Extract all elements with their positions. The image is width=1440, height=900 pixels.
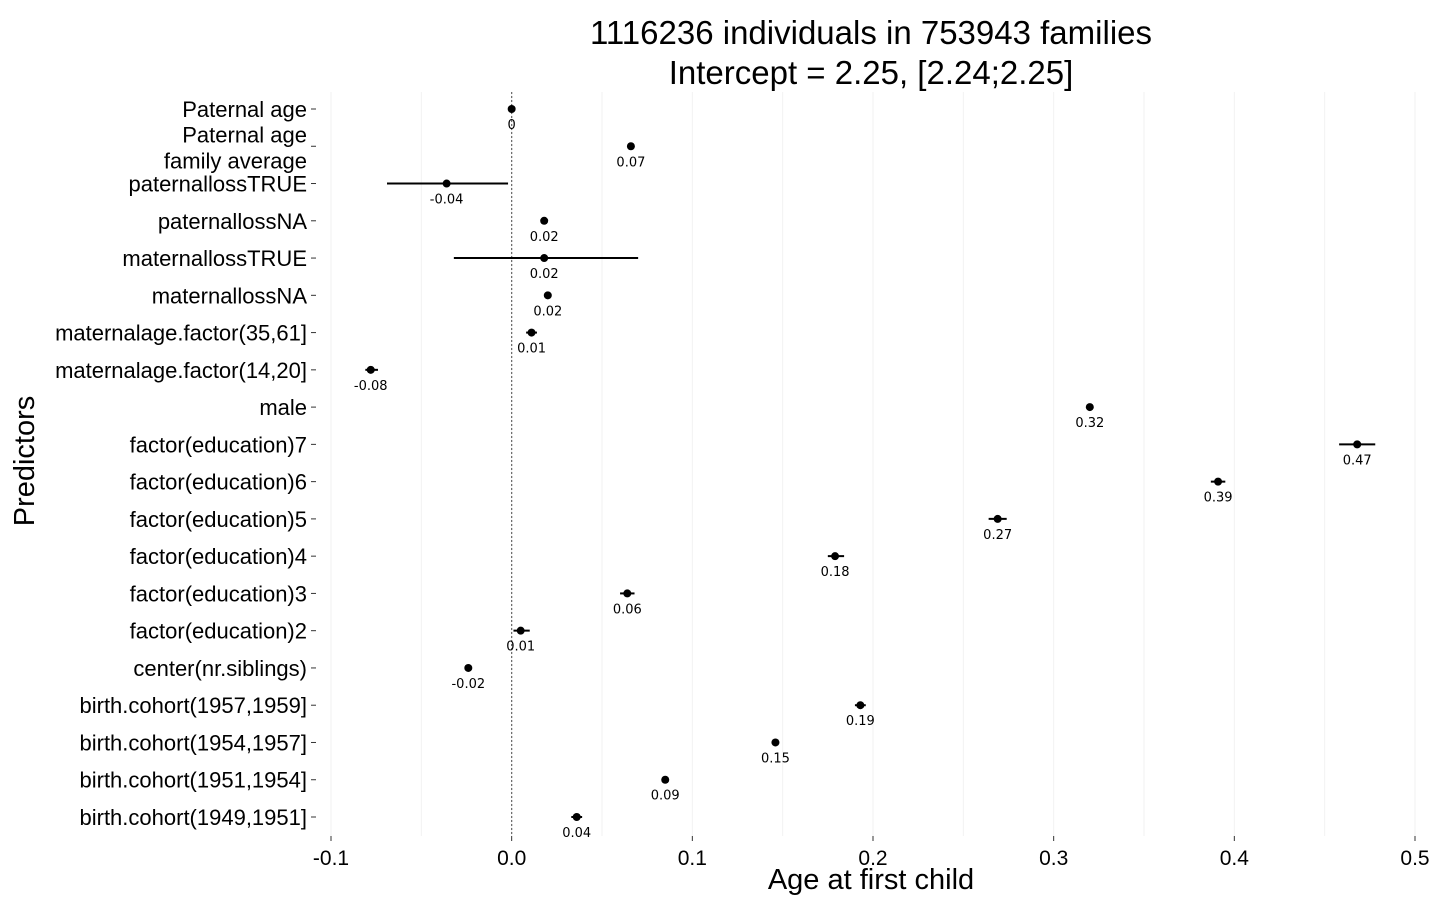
y-tick-label: factor(education)7 <box>130 432 307 457</box>
estimate-point: 0 <box>508 105 516 133</box>
estimate-point: -0.02 <box>451 663 485 692</box>
point-marker <box>572 813 581 821</box>
estimate-point: 0.02 <box>453 254 639 282</box>
point-marker <box>442 179 451 188</box>
point-marker <box>993 514 1002 523</box>
point-marker <box>507 105 516 113</box>
estimate-point: 0.27 <box>983 514 1012 543</box>
estimate-point: 0.39 <box>1204 477 1233 506</box>
y-tick-label: birth.cohort(1951,1954] <box>80 768 308 793</box>
x-axis-title: Age at first child <box>768 864 974 896</box>
y-tick-label: factor(education)3 <box>130 581 307 606</box>
point-marker <box>543 291 552 300</box>
data-label: 0.39 <box>1204 491 1233 506</box>
estimate-point: 0.01 <box>517 328 546 357</box>
data-label: 0.01 <box>506 640 535 655</box>
y-tick-label: factor(education)6 <box>130 470 307 495</box>
point-marker <box>527 328 536 337</box>
y-tick-label: Paternal age <box>182 97 307 122</box>
estimate-point: 0.19 <box>846 701 875 729</box>
point-marker <box>464 663 473 672</box>
data-label: -0.08 <box>354 379 388 394</box>
estimate-point: 0.04 <box>562 813 591 841</box>
estimate-point: 0.02 <box>530 216 559 245</box>
point-marker <box>856 701 865 710</box>
y-tick-label: maternallossTRUE <box>122 246 307 271</box>
data-label: 0.27 <box>983 528 1012 543</box>
point-marker <box>540 216 549 225</box>
data-label: 0.09 <box>651 789 680 804</box>
point-marker <box>626 142 635 151</box>
data-label: 0.18 <box>821 565 850 580</box>
y-tick-label: Paternal age family average <box>164 122 307 173</box>
y-tick-label: birth.cohort(1949,1951] <box>80 805 308 830</box>
data-label: 0.19 <box>846 714 875 729</box>
y-axis-title: Predictors <box>9 396 41 527</box>
point-marker <box>1214 477 1223 486</box>
x-tick-label: 0.0 <box>497 847 526 870</box>
x-tick-label: 0.4 <box>1220 847 1250 870</box>
estimate-point: 0.06 <box>613 589 642 617</box>
data-label: 0.02 <box>530 267 559 282</box>
data-label: 0 <box>508 118 516 133</box>
title-line-1: 1116236 individuals in 753943 families <box>590 14 1152 51</box>
data-label: 0.01 <box>517 342 546 357</box>
data-label: 0.47 <box>1343 453 1372 468</box>
y-tick-label: male <box>259 395 307 420</box>
y-tick-label: birth.cohort(1957,1959] <box>80 693 308 718</box>
data-label: 0.04 <box>562 826 591 841</box>
point-marker <box>540 254 549 263</box>
x-tick-label: -0.1 <box>313 847 349 870</box>
y-tick-label: maternalage.factor(14,20] <box>55 358 307 383</box>
y-tick-label: maternallossNA <box>152 283 308 308</box>
y-tick-label: paternallossNA <box>158 209 308 234</box>
y-tick-label: factor(education)4 <box>130 544 307 569</box>
x-tick-label: 0.5 <box>1400 847 1429 870</box>
estimate-point: -0.08 <box>354 365 388 394</box>
estimate-point: 0.09 <box>651 775 680 804</box>
estimate-point: 0.07 <box>616 142 645 170</box>
point-marker <box>366 365 375 374</box>
estimate-point: 0.15 <box>761 738 790 766</box>
y-axis-ticks <box>311 108 316 818</box>
data-label: 0.06 <box>613 602 642 617</box>
data-label: 0.07 <box>616 155 645 170</box>
data-label: 0.02 <box>530 230 559 245</box>
data-label: 0.02 <box>533 304 562 319</box>
x-tick-label: 0.3 <box>1039 847 1068 870</box>
x-tick-label: 0.2 <box>858 847 887 870</box>
data-label: -0.02 <box>451 677 485 692</box>
x-tick-label: 0.1 <box>678 847 707 870</box>
title-line-2: Intercept = 2.25, [2.24;2.25] <box>669 54 1074 91</box>
estimate-point: 0.32 <box>1075 403 1104 431</box>
y-tick-label: birth.cohort(1954,1957] <box>80 730 308 755</box>
estimate-point: 0.02 <box>533 291 562 319</box>
point-marker <box>661 775 670 784</box>
estimate-point: -0.04 <box>387 179 509 208</box>
estimate-point: 0.47 <box>1339 440 1376 468</box>
data-label: -0.04 <box>430 193 464 208</box>
estimates: 0 0.07 -0.04 0.02 0.02 0.02 0.01 -0.08 0.32 0.47 0… <box>354 105 1376 841</box>
estimate-point: 0.01 <box>506 626 535 655</box>
point-marker <box>516 626 525 635</box>
data-label: 0.32 <box>1075 416 1104 431</box>
chart-title: 1116236 individuals in 753943 families I… <box>590 14 1152 91</box>
y-tick-label: center(nr.siblings) <box>133 656 307 681</box>
y-tick-label: factor(education)2 <box>130 619 307 644</box>
point-marker <box>831 552 840 561</box>
y-tick-label: paternallossTRUE <box>128 172 307 197</box>
point-marker <box>623 589 632 598</box>
y-tick-label: maternalage.factor(35,61] <box>55 321 307 346</box>
data-label: 0.15 <box>761 751 790 766</box>
x-axis-ticks: -0.1 0.0 0.1 0.2 0.3 0.4 0.5 <box>313 836 1430 870</box>
point-marker <box>771 738 780 747</box>
estimate-point: 0.18 <box>821 552 850 580</box>
point-marker <box>1353 440 1362 449</box>
point-marker <box>1085 403 1094 412</box>
y-tick-label: factor(education)5 <box>130 507 307 532</box>
